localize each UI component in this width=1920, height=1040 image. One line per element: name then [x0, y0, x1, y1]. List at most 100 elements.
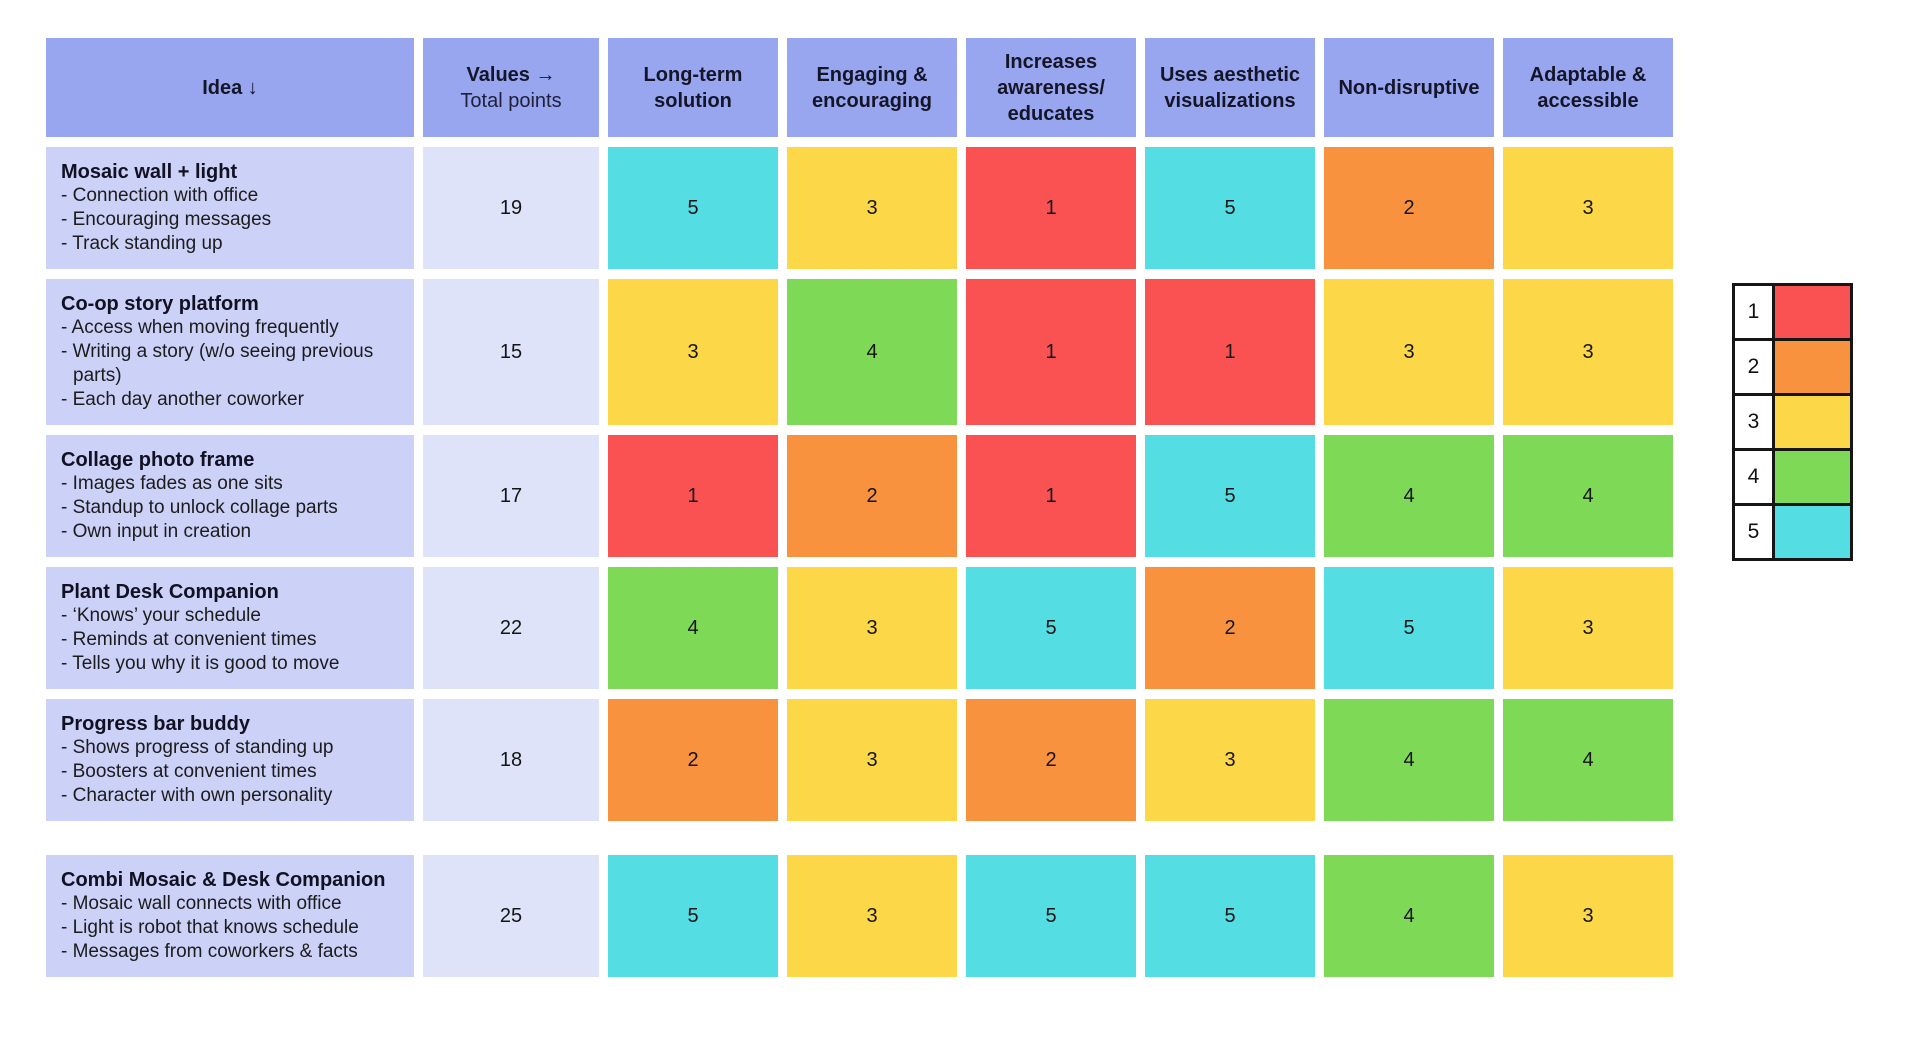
values-label: Values → [466, 63, 556, 86]
score-cell[interactable]: 1 [608, 435, 778, 557]
table-row: Collage photo frame - Images fades as one… [46, 435, 1673, 557]
score-cell[interactable]: 5 [608, 855, 778, 977]
idea-bullet: - Shows progress of standing up [61, 737, 334, 758]
idea-cell[interactable]: Collage photo frame - Images fades as one… [46, 435, 414, 557]
score-cell[interactable]: 3 [608, 279, 778, 425]
idea-bullet: - Writing a story (w/o seeing previous p… [61, 341, 374, 386]
idea-cell[interactable]: Co-op story platform - Access when moving… [46, 279, 414, 425]
idea-bullet: - Character with own personality [61, 785, 333, 806]
legend-score-label: 3 [1732, 393, 1775, 451]
idea-bullet: - Encouraging messages [61, 209, 272, 230]
score-cell[interactable]: 5 [608, 147, 778, 269]
score-cell[interactable]: 3 [787, 147, 957, 269]
column-header-criterion-6[interactable]: Adaptable & accessible [1503, 38, 1673, 137]
legend-color-swatch [1772, 393, 1853, 451]
idea-cell[interactable]: Progress bar buddy - Shows progress of st… [46, 699, 414, 821]
idea-bullet: - Connection with office [61, 185, 259, 206]
legend-row: 4 [1732, 448, 1853, 506]
column-header-criterion-4[interactable]: Uses aesthetic visualizations [1145, 38, 1315, 137]
score-cell[interactable]: 3 [787, 855, 957, 977]
score-cell[interactable]: 2 [787, 435, 957, 557]
score-cell[interactable]: 3 [1324, 279, 1494, 425]
legend-row: 5 [1732, 503, 1853, 561]
score-cell[interactable]: 4 [608, 567, 778, 689]
score-cell[interactable]: 5 [966, 855, 1136, 977]
score-cell[interactable]: 4 [1324, 855, 1494, 977]
idea-title: Co-op story platform [61, 293, 259, 315]
legend-row: 1 [1732, 283, 1853, 341]
score-cell[interactable]: 4 [1324, 435, 1494, 557]
score-cell[interactable]: 2 [608, 699, 778, 821]
idea-bullet: - Track standing up [61, 233, 223, 254]
total-points-cell[interactable]: 18 [423, 699, 599, 821]
idea-bullet: - Boosters at convenient times [61, 761, 317, 782]
column-header-values-total[interactable]: Values → Total points [423, 38, 599, 137]
idea-bullet: - ‘Knows’ your schedule [61, 605, 261, 626]
idea-title: Combi Mosaic & Desk Companion [61, 869, 386, 891]
idea-bullet: - Access when moving frequently [61, 317, 339, 338]
idea-bullet: - Each day another coworker [61, 389, 304, 410]
legend-row: 2 [1732, 338, 1853, 396]
idea-bullet: - Mosaic wall connects with office [61, 893, 342, 914]
table-row: Plant Desk Companion - ‘Knows’ your sched… [46, 567, 1673, 689]
score-cell[interactable]: 5 [1145, 855, 1315, 977]
idea-bullet: - Standup to unlock collage parts [61, 497, 338, 518]
total-points-cell[interactable]: 19 [423, 147, 599, 269]
idea-title: Progress bar buddy [61, 713, 250, 735]
column-header-criterion-1[interactable]: Long-term solution [608, 38, 778, 137]
score-cell[interactable]: 2 [966, 699, 1136, 821]
score-cell[interactable]: 3 [787, 699, 957, 821]
idea-title: Mosaic wall + light [61, 161, 238, 183]
idea-bullet: - Light is robot that knows schedule [61, 917, 359, 938]
idea-cell[interactable]: Mosaic wall + light - Connection with off… [46, 147, 414, 269]
score-cell[interactable]: 3 [1503, 855, 1673, 977]
idea-title: Plant Desk Companion [61, 581, 279, 603]
table-row: Co-op story platform - Access when moving… [46, 279, 1673, 425]
total-points-cell[interactable]: 25 [423, 855, 599, 977]
score-cell[interactable]: 1 [966, 279, 1136, 425]
score-cell[interactable]: 1 [966, 147, 1136, 269]
legend-score-label: 1 [1732, 283, 1775, 341]
table-row: Progress bar buddy - Shows progress of st… [46, 699, 1673, 821]
score-cell[interactable]: 3 [1503, 279, 1673, 425]
idea-bullet: - Messages from coworkers & facts [61, 941, 358, 962]
score-cell[interactable]: 4 [787, 279, 957, 425]
score-cell[interactable]: 4 [1503, 699, 1673, 821]
score-cell[interactable]: 5 [1145, 435, 1315, 557]
score-cell[interactable]: 3 [1503, 567, 1673, 689]
legend-score-label: 2 [1732, 338, 1775, 396]
score-cell[interactable]: 2 [1324, 147, 1494, 269]
column-header-criterion-5[interactable]: Non-disruptive [1324, 38, 1494, 137]
legend-color-swatch [1772, 503, 1853, 561]
evaluation-matrix-table: Idea ↓ Values → Total points Long-term solu… [46, 38, 1673, 977]
score-cell[interactable]: 5 [966, 567, 1136, 689]
score-cell[interactable]: 1 [1145, 279, 1315, 425]
table-row: Mosaic wall + light - Connection with off… [46, 147, 1673, 269]
column-header-criterion-3[interactable]: Increases awareness/ educates [966, 38, 1136, 137]
score-cell[interactable]: 3 [787, 567, 957, 689]
column-header-criterion-2[interactable]: Engaging & encouraging [787, 38, 957, 137]
table-header-row: Idea ↓ Values → Total points Long-term solu… [46, 38, 1673, 137]
idea-bullet: - Tells you why it is good to move [61, 653, 340, 674]
legend-color-swatch [1772, 448, 1853, 506]
legend-color-swatch [1772, 338, 1853, 396]
idea-cell[interactable]: Combi Mosaic & Desk Companion - Mosaic wa… [46, 855, 414, 977]
score-cell[interactable]: 5 [1145, 147, 1315, 269]
column-header-idea[interactable]: Idea ↓ [46, 38, 414, 137]
score-cell[interactable]: 1 [966, 435, 1136, 557]
total-points-cell[interactable]: 15 [423, 279, 599, 425]
total-points-cell[interactable]: 22 [423, 567, 599, 689]
idea-bullet: - Own input in creation [61, 521, 252, 542]
total-points-cell[interactable]: 17 [423, 435, 599, 557]
idea-bullet: - Images fades as one sits [61, 473, 283, 494]
score-cell[interactable]: 5 [1324, 567, 1494, 689]
score-cell[interactable]: 4 [1503, 435, 1673, 557]
idea-cell[interactable]: Plant Desk Companion - ‘Knows’ your sched… [46, 567, 414, 689]
legend-score-label: 5 [1732, 503, 1775, 561]
score-cell[interactable]: 3 [1145, 699, 1315, 821]
score-cell[interactable]: 2 [1145, 567, 1315, 689]
score-cell[interactable]: 3 [1503, 147, 1673, 269]
score-cell[interactable]: 4 [1324, 699, 1494, 821]
legend-color-swatch [1772, 283, 1853, 341]
